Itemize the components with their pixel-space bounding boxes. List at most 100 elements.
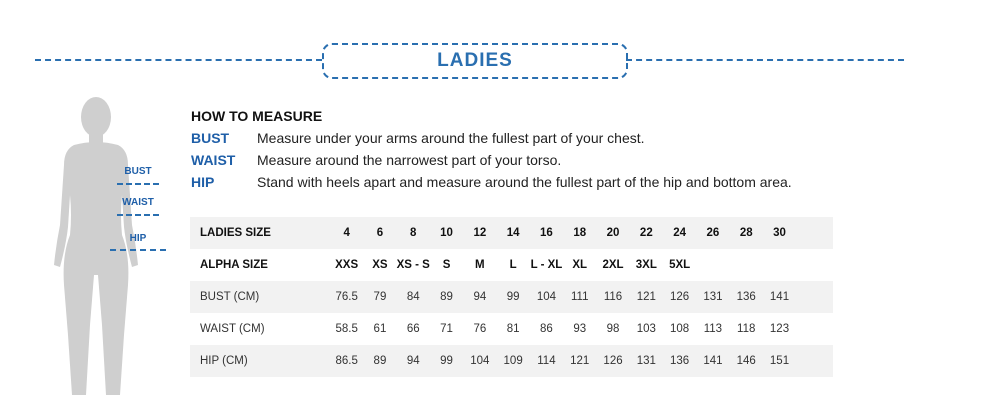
row-label: HIP (CM) (200, 355, 248, 367)
section-title: LADIES (322, 43, 628, 79)
table-cell: 76 (473, 323, 487, 335)
measure-key: HIP (191, 174, 215, 190)
woman-silhouette-icon (54, 97, 138, 395)
table-cell: XS (372, 259, 388, 271)
table-cell: 136 (736, 291, 756, 303)
table-cell: 113 (703, 323, 723, 335)
table-cell: 8 (410, 227, 417, 239)
table-cell: 99 (440, 355, 453, 367)
table-cell: 98 (606, 323, 620, 335)
figure-label-hip: HIP (129, 233, 147, 244)
table-cell: 12 (473, 227, 487, 239)
table-cell: 103 (636, 323, 656, 335)
table-cell: 146 (736, 355, 756, 367)
table-cell: 81 (506, 323, 520, 335)
measure-hip: HIP Stand with heels apart and measure ar… (191, 174, 792, 190)
table-cell: 5XL (669, 259, 691, 271)
table-cell: 26 (706, 227, 720, 239)
table-cell: 18 (573, 227, 587, 239)
title-text: LADIES (437, 50, 513, 71)
table-cell: 4 (343, 227, 350, 239)
table-cell: 136 (670, 355, 690, 367)
table-cell: 20 (606, 227, 620, 239)
table-cell: L (509, 259, 517, 271)
table-cell: 30 (773, 227, 786, 239)
table-cell: 99 (506, 291, 520, 303)
table-cell: 66 (406, 323, 420, 335)
table-cell: 151 (769, 355, 790, 367)
row-label: WAIST (CM) (200, 323, 265, 335)
table-cell: 141 (703, 355, 723, 367)
table-cell: 89 (373, 355, 387, 367)
measure-waist: WAIST Measure around the narrowest part o… (191, 152, 561, 168)
table-cell: 111 (570, 291, 589, 303)
body-figure: BUST WAIST HIP (40, 95, 166, 410)
table-cell: 118 (737, 323, 756, 335)
table-cell: 71 (440, 323, 453, 335)
table-cell: 131 (636, 355, 656, 367)
header-divider-left (35, 59, 322, 61)
row-label: LADIES SIZE (200, 227, 271, 239)
table-cell: 3XL (635, 259, 657, 271)
measure-key: BUST (191, 130, 230, 146)
table-cell: 126 (670, 291, 690, 303)
table-cell: XXS (335, 259, 359, 271)
table-row: BUST (CM) 76.5 79 84 89 94 99 104 111 116 121 126 13… (190, 281, 833, 313)
table-cell: 84 (406, 291, 420, 303)
table-cell: 121 (570, 355, 590, 367)
measure-bust: BUST Measure under your arms around the f… (191, 130, 645, 146)
table-cell: S (442, 259, 451, 271)
table-cell: 86.5 (335, 355, 358, 367)
table-row: ALPHA SIZE XXS XS XS - S S M L L - XL XL 2XL 3XL 5X… (190, 249, 833, 281)
measure-text: Stand with heels apart and measure aroun… (257, 174, 792, 190)
measure-text: Measure under your arms around the fulle… (257, 130, 645, 146)
table-cell: 61 (373, 323, 387, 335)
table-cell: 123 (769, 323, 790, 335)
table-cell: XS - S (396, 259, 430, 271)
table-cell: 6 (376, 227, 384, 239)
header-divider-right (626, 59, 904, 61)
row-label: ALPHA SIZE (200, 259, 268, 271)
table-cell: 116 (603, 291, 623, 303)
table-cell: 28 (739, 227, 753, 239)
figure-label-bust: BUST (124, 166, 152, 177)
table-cell: 104 (470, 355, 490, 367)
table-cell: 86 (540, 323, 553, 335)
table-cell: 114 (537, 355, 556, 367)
table-cell: 93 (573, 323, 587, 335)
table-cell: 94 (406, 355, 420, 367)
table-cell: L - XL (530, 259, 563, 271)
how-to-heading: HOW TO MEASURE (191, 108, 323, 124)
measure-key: WAIST (191, 152, 236, 168)
measure-text: Measure around the narrowest part of you… (257, 152, 562, 168)
figure-label-waist: WAIST (122, 197, 154, 208)
table-cell: 121 (636, 291, 656, 303)
row-label: BUST (CM) (200, 291, 260, 303)
table-row: HIP (CM) 86.5 89 94 99 104 109 114 121 126 131 136 1… (190, 345, 833, 377)
bust-line (117, 183, 159, 185)
table-cell: 89 (440, 291, 453, 303)
table-cell: 131 (703, 291, 723, 303)
waist-line (117, 214, 159, 216)
table-row: WAIST (CM) 58.5 61 66 71 76 81 86 93 98 103 108 113 1… (190, 313, 833, 345)
table-cell: 14 (506, 227, 520, 239)
table-cell: 141 (769, 291, 790, 303)
table-cell: 126 (603, 355, 623, 367)
table-cell: 22 (639, 227, 653, 239)
table-cell: 2XL (602, 259, 624, 271)
hip-line (110, 249, 166, 251)
table-row: LADIES SIZE 4 6 8 10 12 14 16 18 20 22 24 26 28 30 (190, 217, 833, 249)
table-cell: 79 (373, 291, 387, 303)
size-table: LADIES SIZE 4 6 8 10 12 14 16 18 20 22 24 26 28 30 ALPH… (190, 217, 833, 377)
table-cell: M (475, 259, 485, 271)
table-cell: 24 (673, 227, 687, 239)
table-cell: XL (572, 259, 588, 271)
table-cell: 104 (536, 291, 557, 303)
table-cell: 109 (503, 355, 523, 367)
table-cell: 76.5 (335, 291, 358, 303)
table-cell: 108 (670, 323, 690, 335)
table-cell: 94 (473, 291, 487, 303)
table-cell: 10 (440, 227, 453, 239)
table-cell: 58.5 (335, 323, 358, 335)
